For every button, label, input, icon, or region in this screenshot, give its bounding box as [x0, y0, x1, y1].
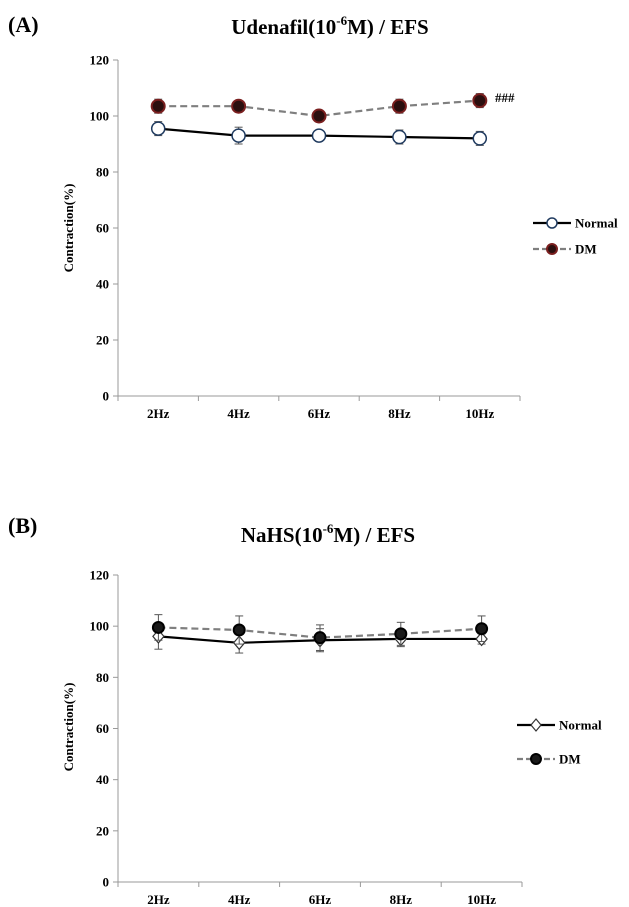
- chart-b-ytick-label: 120: [90, 568, 110, 583]
- chart-b-ytick-label: 0: [103, 875, 110, 890]
- chart-b-ytick-label: 40: [96, 772, 109, 787]
- chart-a-ytick-label: 100: [90, 109, 110, 124]
- chart-a-title-main: Udenafil(10: [231, 15, 336, 39]
- chart-b-dm-point: [313, 631, 327, 645]
- chart-a-normal-point: [231, 128, 246, 143]
- chart-a-xtick-label: 4Hz: [227, 406, 250, 421]
- chart-b-dm-point: [151, 620, 165, 634]
- chart-panel-a: (A) Udenafil(10-6M) / EFS Contraction(%)…: [0, 0, 629, 440]
- chart-b-series-dm-line: [158, 626, 482, 639]
- chart-b-xtick-label: 10Hz: [467, 892, 496, 907]
- panel-b-label: (B): [8, 513, 37, 538]
- chart-b-dm-point: [232, 623, 246, 637]
- chart-a-dm-point: [311, 108, 327, 124]
- chart-b-ytick-label: 80: [96, 670, 109, 685]
- chart-a-ytick-label: 120: [90, 53, 110, 68]
- chart-a-xtick-label: 8Hz: [388, 406, 411, 421]
- chart-b-xtick-label: 2Hz: [147, 892, 170, 907]
- chart-a-normal-point: [472, 131, 488, 146]
- chart-b-ytick-label: 20: [96, 823, 109, 838]
- chart-a-xtick-label: 10Hz: [465, 406, 494, 421]
- chart-panel-b: (B) NaHS(10-6M) / EFS Contraction(%) 0 20…: [0, 505, 629, 907]
- chart-b-xtick-label: 4Hz: [228, 892, 251, 907]
- chart-a-ytick-label: 40: [96, 277, 109, 292]
- chart-a-series-dm-line: [158, 99, 480, 118]
- chart-b-xtick-label: 6Hz: [309, 892, 332, 907]
- chart-a-normal-point: [311, 128, 327, 143]
- chart-a-dm-point: [391, 98, 407, 114]
- chart-a-normal-point: [392, 129, 407, 145]
- chart-b-title-sup: -6: [323, 521, 334, 536]
- chart-b-legend-dm-marker: [530, 753, 542, 765]
- chart-b-title: NaHS(10-6M) / EFS: [241, 521, 415, 547]
- chart-b-ytick-label: 60: [96, 721, 109, 736]
- chart-b-xtick-label: 8Hz: [390, 892, 413, 907]
- chart-b-title-main: NaHS(10: [241, 523, 323, 547]
- chart-a-title-sup: -6: [336, 13, 347, 28]
- chart-a-legend-dm-marker: [546, 243, 558, 255]
- chart-b-svg: (B) NaHS(10-6M) / EFS Contraction(%) 0 20…: [8, 513, 602, 907]
- chart-b-legend-normal-marker: [530, 718, 542, 732]
- chart-b-title-rest: M) / EFS: [333, 523, 415, 547]
- panel-a-label: (A): [8, 12, 39, 37]
- chart-a-dm-point: [150, 98, 166, 114]
- chart-b-dm-point: [475, 622, 489, 636]
- chart-a-dm-point: [231, 98, 247, 114]
- chart-a-ytick-label: 0: [103, 389, 110, 404]
- chart-a-xtick-label: 2Hz: [147, 406, 170, 421]
- chart-a-ytick-label: 80: [96, 165, 109, 180]
- chart-a-legend-normal-marker: [546, 217, 558, 229]
- chart-a-dm-point: [472, 93, 488, 109]
- chart-a-xtick-label: 6Hz: [308, 406, 331, 421]
- chart-a-ytick-label: 60: [96, 221, 109, 236]
- chart-b-legend-dm-label: DM: [559, 752, 581, 767]
- chart-b-ylabel: Contraction(%): [61, 683, 76, 772]
- chart-a-title-rest: M) / EFS: [347, 15, 429, 39]
- chart-a-normal-point: [150, 121, 166, 136]
- chart-a-title: Udenafil(10-6M) / EFS: [231, 13, 429, 39]
- chart-a-ytick-label: 20: [96, 333, 109, 348]
- chart-b-legend-normal-label: Normal: [559, 718, 602, 733]
- chart-a-legend-dm-label: DM: [575, 242, 597, 257]
- chart-a-annotation: ###: [495, 90, 515, 105]
- chart-a-ylabel: Contraction(%): [61, 184, 76, 273]
- chart-a-svg: (A) Udenafil(10-6M) / EFS Contraction(%)…: [8, 12, 618, 421]
- chart-a-legend-normal-label: Normal: [575, 216, 618, 231]
- chart-b-ytick-label: 100: [90, 619, 110, 634]
- chart-b-dm-point: [394, 627, 408, 641]
